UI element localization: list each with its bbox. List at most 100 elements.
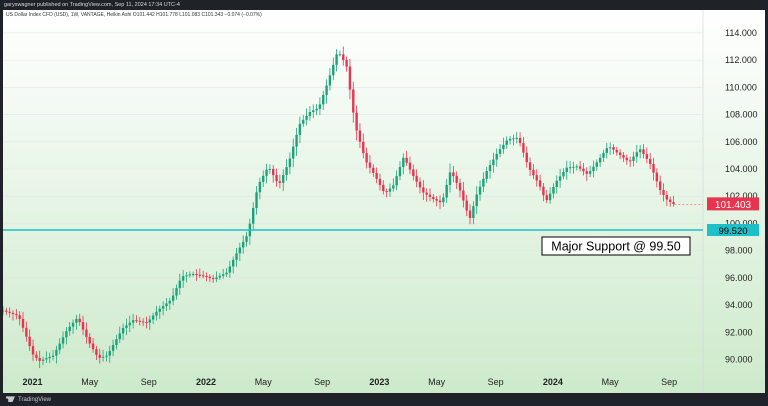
candle-body [415, 176, 418, 182]
candle-body [88, 336, 91, 344]
candle-body [231, 259, 235, 267]
candle-body [368, 162, 372, 168]
candle-body [345, 60, 348, 67]
candle-body [208, 276, 212, 279]
candle-body [625, 157, 629, 161]
candle-body [515, 137, 518, 139]
y-tick-label: 114.000 [725, 28, 757, 38]
candle-body [492, 159, 495, 166]
candle-body [41, 359, 45, 361]
x-tick-label: Sep [141, 377, 157, 387]
candle-body [51, 355, 55, 357]
x-tick-label: May [428, 377, 446, 387]
candle-body [545, 195, 548, 201]
candle-body [71, 322, 75, 327]
candle-body [295, 134, 298, 147]
y-tick-label: 98.000 [725, 246, 753, 256]
candle-body [35, 354, 38, 358]
candle-body [81, 322, 85, 330]
x-tick-label: 2022 [196, 377, 216, 387]
candle-body [98, 354, 101, 358]
candle-body [238, 247, 242, 254]
candle-body [422, 187, 425, 193]
candle-body [598, 157, 602, 163]
candle-body [588, 171, 592, 174]
x-tick-label: May [255, 377, 273, 387]
candle-body [578, 166, 582, 169]
candle-body [535, 175, 538, 181]
price-chart[interactable]: 90.000 92.000 94.000 96.000 98.000 100.000 102… [1, 10, 765, 393]
candle-body [308, 111, 312, 116]
plot-area[interactable]: 90.000 92.000 94.000 96.000 98.000 100.000 102… [1, 10, 765, 393]
candle-body [495, 153, 498, 160]
y-tick-label: 108.000 [725, 110, 758, 120]
candle-body [315, 108, 318, 111]
candle-body [612, 147, 615, 150]
candle-body [418, 181, 422, 188]
candle-body [658, 181, 662, 191]
candle-body [392, 185, 395, 189]
annotation-text: Major Support @ 99.50 [551, 239, 680, 253]
candle-body [668, 199, 672, 202]
candle-body [178, 280, 182, 289]
y-tick-label: 106.000 [725, 137, 758, 147]
candle-body [148, 319, 151, 323]
candle-body [472, 206, 475, 218]
candle-body [575, 166, 578, 168]
candle-body [131, 320, 135, 323]
candle-body [221, 274, 225, 276]
candle-body [482, 178, 485, 187]
candle-body [532, 169, 535, 176]
x-tick-label: 2023 [369, 377, 389, 387]
candle-body [642, 149, 645, 155]
x-tick-label: Sep [661, 377, 677, 387]
candle-body [475, 194, 478, 207]
candle-body [328, 75, 332, 86]
candle-body [118, 333, 121, 340]
candle-body [195, 274, 198, 276]
candle-body [135, 320, 138, 322]
candle-body [85, 329, 88, 337]
candle-body [652, 163, 655, 173]
candle-body [185, 275, 188, 277]
candle-body [205, 275, 208, 277]
candle-body [528, 162, 532, 170]
candle-body [568, 167, 572, 169]
candle-body [485, 171, 488, 179]
x-tick-label: 2021 [22, 377, 42, 387]
candle-body [175, 288, 178, 296]
brand-label: TradingView [18, 397, 52, 403]
candle-body [465, 200, 468, 211]
candle-body [608, 147, 612, 149]
candle-body [618, 152, 622, 156]
candle-body [5, 310, 8, 312]
candle-body [488, 165, 492, 172]
x-tick-label: Sep [488, 377, 504, 387]
candle-body [412, 169, 415, 177]
last-price-badge [707, 197, 759, 211]
candle-body [235, 253, 238, 260]
x-tick-label: Sep [314, 377, 330, 387]
candle-body [508, 138, 512, 141]
candle-body [518, 137, 522, 144]
candle-body [225, 272, 228, 275]
candle-body [638, 149, 642, 153]
candle-body [31, 346, 35, 355]
candle-body [375, 172, 378, 179]
candle-body [218, 275, 222, 278]
footer: TradingView [0, 394, 768, 406]
candle-body [478, 186, 482, 195]
candle-body [318, 104, 322, 109]
plot-background [3, 10, 765, 393]
candle-body [635, 152, 639, 157]
candle-body [55, 349, 58, 356]
y-tick-label: 92.000 [725, 327, 753, 337]
candle-body [105, 355, 108, 357]
candle-body [432, 196, 435, 200]
candle-body [362, 141, 365, 154]
candle-body [288, 158, 292, 168]
candle-body [455, 176, 458, 183]
candle-body [332, 64, 335, 76]
candle-body [275, 175, 278, 182]
